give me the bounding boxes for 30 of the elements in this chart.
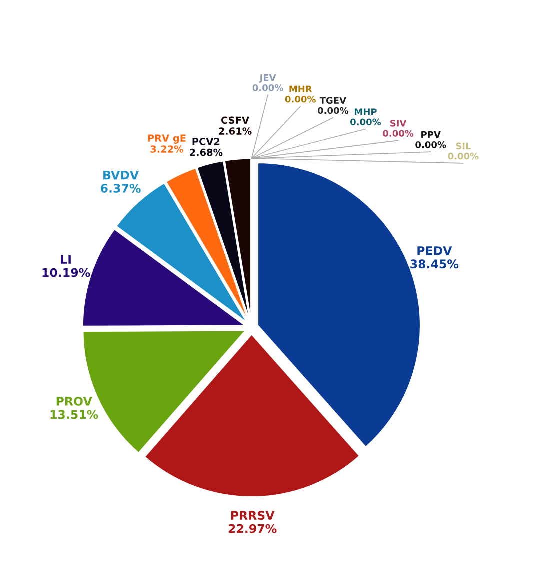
data-label: 2.68% <box>190 148 223 156</box>
slice-label: LI <box>61 255 71 264</box>
category-label: MHP <box>354 108 377 116</box>
data-label: 10.19% <box>42 268 90 278</box>
slice-label: BVDV <box>104 170 140 180</box>
category-label: PPV <box>422 132 441 138</box>
slice-label: PRRSV <box>231 511 275 520</box>
data-label: 2.61% <box>219 128 252 135</box>
data-label: 13.51% <box>50 410 98 420</box>
category-label: SIV <box>390 120 407 127</box>
slice-label: PEDV <box>418 246 452 256</box>
data-label: 38.45% <box>410 260 459 269</box>
text: 0.00% <box>416 142 446 148</box>
slice-label: PROV <box>56 397 92 406</box>
text: 0.00% <box>252 84 284 92</box>
category-label: JEV <box>259 74 276 83</box>
data-label: 3.22% <box>150 146 184 153</box>
category-label: TGEV <box>320 97 346 104</box>
text: 0.00% <box>285 96 316 103</box>
category-label: SIL <box>456 142 471 150</box>
slice-label: PRV gE <box>148 134 186 144</box>
text: 0.00% <box>318 107 349 114</box>
text: 0.00% <box>350 118 382 126</box>
slice-label: CSFV <box>221 116 250 124</box>
slice-label: PCV2 <box>192 138 220 146</box>
category-label: MHR <box>290 86 312 93</box>
data-label: 22.97% <box>228 524 277 534</box>
text: 0.00% <box>383 130 414 137</box>
data-label: 6.37% <box>101 184 141 193</box>
text: 0.00% <box>448 152 479 160</box>
